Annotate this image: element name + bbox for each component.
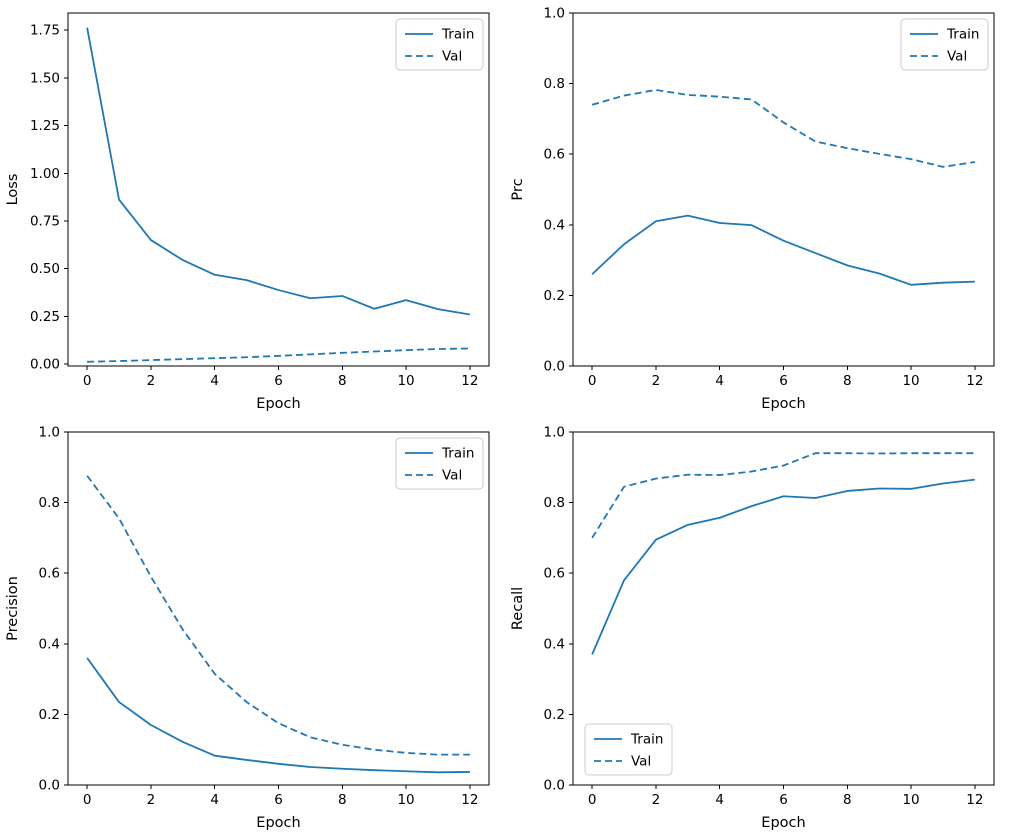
x-tick-label: 8 (338, 792, 347, 808)
y-axis-label: Prc (510, 178, 526, 200)
y-tick-label: 0.8 (39, 495, 60, 511)
x-tick-label: 10 (397, 792, 414, 808)
y-tick-label: 0.2 (544, 707, 565, 723)
y-tick-label: 1.0 (39, 425, 60, 441)
y-tick-label: 1.25 (30, 118, 60, 134)
x-axis-label: Epoch (761, 396, 805, 412)
y-tick-label: 0.0 (39, 778, 60, 794)
legend-label: Train (946, 27, 979, 43)
x-axis-label: Epoch (761, 815, 805, 831)
x-tick-label: 6 (274, 373, 283, 389)
series-val-line (591, 452, 975, 539)
legend-label: Val (947, 49, 967, 65)
legend-box (900, 18, 989, 71)
x-tick-label: 8 (843, 792, 852, 808)
x-tick-label: 6 (779, 792, 788, 808)
y-tick-label: 1.0 (544, 6, 565, 22)
y-axis-label: Loss (5, 174, 21, 206)
legend-box (395, 18, 484, 71)
x-tick-label: 4 (715, 792, 724, 808)
x-tick-label: 12 (461, 373, 478, 389)
x-tick-label: 12 (966, 792, 983, 808)
x-tick-label: 2 (147, 792, 156, 808)
x-tick-label: 12 (966, 373, 983, 389)
y-tick-label: 0.25 (30, 309, 60, 325)
y-tick-label: 0.0 (544, 778, 565, 794)
y-tick-label: 0.6 (544, 566, 565, 582)
x-tick-label: 4 (210, 792, 219, 808)
prc-chart: 0 2 4 6 8 10 12 0.0 0.2 0.4 0.6 0.8 1.0 Epoch Prc Train… (510, 6, 995, 412)
x-tick-label: 2 (147, 373, 156, 389)
legend-label: Train (441, 446, 474, 462)
x-tick-label: 0 (588, 792, 597, 808)
recall-chart: 0 2 4 6 8 10 12 0.0 0.2 0.4 0.6 0.8 1.0 Epoch Recall Tr… (510, 425, 995, 831)
legend: Train Val (900, 18, 989, 71)
legend: Train Val (584, 723, 673, 776)
legend-label: Val (631, 754, 651, 770)
x-tick-label: 6 (274, 792, 283, 808)
y-tick-label: 1.50 (30, 70, 60, 86)
x-tick-label: 10 (902, 373, 919, 389)
series-train-line (591, 478, 975, 655)
y-tick-label: 0.6 (544, 147, 565, 163)
subplot-precision: 0 2 4 6 8 10 12 0.0 0.2 0.4 0.6 0.8 1.0 Epoch Precisio… (0, 419, 505, 838)
x-tick-label: 0 (588, 373, 597, 389)
subplot-prc: 0 2 4 6 8 10 12 0.0 0.2 0.4 0.6 0.8 1.0 Epoch Prc Train… (505, 0, 1010, 419)
series-val-line (87, 347, 470, 363)
series-val-line (591, 89, 975, 168)
x-tick-label: 0 (83, 792, 92, 808)
legend-label: Train (441, 27, 474, 43)
precision-chart: 0 2 4 6 8 10 12 0.0 0.2 0.4 0.6 0.8 1.0 Epoch Precisio… (5, 425, 490, 831)
legend-label: Val (442, 468, 462, 484)
y-tick-label: 1.00 (30, 166, 60, 182)
x-tick-label: 8 (843, 373, 852, 389)
y-tick-label: 0.2 (39, 707, 60, 723)
loss-chart: 0 2 4 6 8 10 12 0.00 0.25 0.50 0.75 1.00 1.25 1.50 1.7… (5, 12, 490, 412)
x-tick-label: 10 (397, 373, 414, 389)
legend: Train Val (395, 437, 484, 490)
y-tick-label: 1.75 (30, 23, 60, 39)
series-val-line (86, 475, 470, 756)
legend-label: Train (630, 732, 663, 748)
x-axis-label: Epoch (256, 815, 300, 831)
y-tick-label: 0.50 (30, 261, 60, 277)
series-train-line (86, 657, 470, 774)
y-tick-label: 0.0 (544, 359, 565, 375)
legend-label: Val (442, 49, 462, 65)
series-train-line (86, 27, 471, 316)
subplot-recall: 0 2 4 6 8 10 12 0.0 0.2 0.4 0.6 0.8 1.0 Epoch Recall Tr… (505, 419, 1010, 838)
series-train-line (591, 214, 975, 286)
y-tick-label: 0.4 (544, 636, 565, 652)
x-tick-label: 0 (83, 373, 92, 389)
x-axis-label: Epoch (256, 396, 300, 412)
y-tick-label: 1.0 (544, 425, 565, 441)
y-tick-label: 0.6 (39, 566, 60, 582)
y-tick-label: 0.75 (30, 213, 60, 229)
x-tick-label: 2 (652, 792, 661, 808)
x-tick-label: 6 (779, 373, 788, 389)
y-tick-label: 0.2 (544, 288, 565, 304)
x-tick-label: 12 (461, 792, 478, 808)
subplot-loss: 0 2 4 6 8 10 12 0.00 0.25 0.50 0.75 1.00 1.25 1.50 1.7… (0, 0, 505, 419)
y-tick-label: 0.00 (30, 357, 60, 373)
legend-box (584, 723, 673, 776)
legend: Train Val (395, 18, 484, 71)
y-tick-label: 0.4 (544, 217, 565, 233)
y-tick-label: 0.4 (39, 636, 60, 652)
y-tick-label: 0.8 (544, 76, 565, 92)
x-tick-label: 2 (652, 373, 661, 389)
x-tick-label: 4 (210, 373, 219, 389)
y-tick-label: 0.8 (544, 495, 565, 511)
x-tick-label: 4 (715, 373, 724, 389)
y-axis-label: Precision (5, 576, 21, 641)
legend-box (395, 437, 484, 490)
y-axis-label: Recall (510, 587, 526, 630)
x-tick-label: 10 (902, 792, 919, 808)
x-tick-label: 8 (338, 373, 347, 389)
